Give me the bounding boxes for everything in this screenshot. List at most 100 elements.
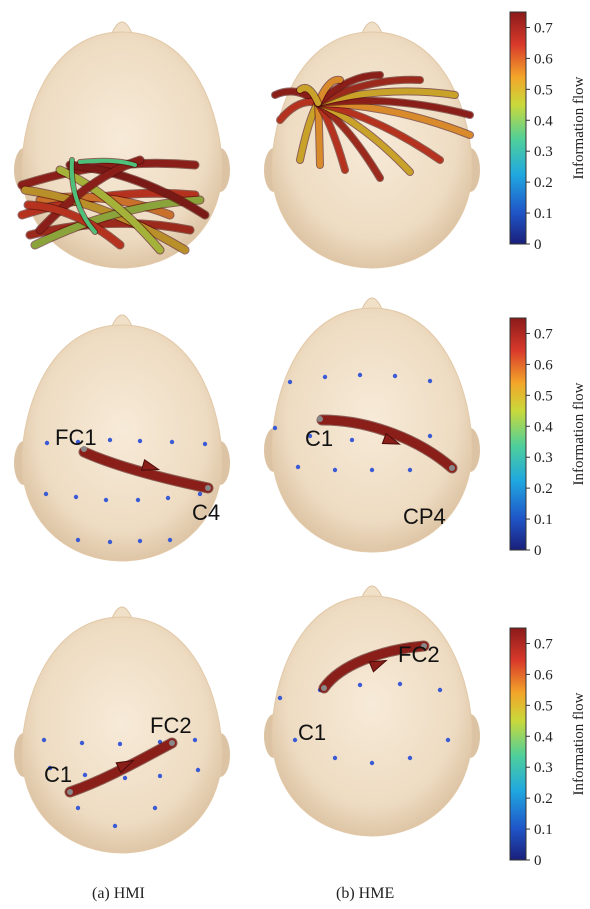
caption-hme: (b) HME bbox=[336, 885, 394, 902]
electrode-label-c1: C1 bbox=[44, 762, 72, 787]
electrode-dot bbox=[167, 537, 173, 543]
electrode-marker bbox=[317, 416, 323, 422]
colorbar-title: Information flow bbox=[571, 76, 587, 179]
colorbar-title: Information flow bbox=[571, 692, 587, 795]
electrode-dot bbox=[79, 740, 85, 746]
flow-arrow bbox=[26, 219, 194, 239]
colorbar-tick-label: 0.2 bbox=[534, 791, 553, 807]
electrode-marker bbox=[81, 446, 87, 452]
head-surface bbox=[21, 616, 223, 854]
colorbar-tick-label: 0.2 bbox=[534, 481, 553, 497]
electrode-dot bbox=[107, 437, 113, 443]
head-panel-a-top bbox=[14, 21, 230, 269]
electrode-label-c1: C1 bbox=[305, 426, 333, 451]
colorbar-gradient bbox=[509, 11, 527, 245]
electrode-dot bbox=[112, 823, 118, 829]
electrode-dot bbox=[117, 741, 123, 747]
colorbar-tick-label: 0.5 bbox=[534, 388, 553, 404]
electrode-label-c1: C1 bbox=[298, 720, 326, 745]
flow-bundle bbox=[17, 155, 210, 255]
electrode-dot bbox=[427, 378, 433, 384]
head-panel-a-bot: C1 FC2 bbox=[14, 606, 230, 854]
electrode-dot bbox=[437, 687, 443, 693]
colorbar-tick-label: 0.1 bbox=[534, 512, 553, 528]
electrode-dot bbox=[41, 737, 47, 743]
electrode-dot bbox=[272, 425, 278, 431]
flow-arrow bbox=[66, 161, 209, 219]
colorbar-tick-label: 0.1 bbox=[534, 206, 553, 222]
electrode-dot bbox=[73, 494, 79, 500]
flow-arrowhead bbox=[140, 459, 161, 471]
electrode-label-fc2: FC2 bbox=[150, 713, 192, 738]
electrode-dot bbox=[75, 805, 81, 811]
colorbar-tick-label: 0.1 bbox=[534, 822, 553, 838]
electrode-label-c4: C4 bbox=[192, 500, 220, 525]
colorbar-tick-label: 0 bbox=[534, 853, 542, 869]
electrode-dot bbox=[169, 439, 175, 445]
electrode-dot bbox=[44, 440, 50, 446]
colorbar-tick-label: 0.5 bbox=[534, 82, 553, 98]
colorbar: 0 0.1 0.2 0.3 0.4 0.5 0.6 0.7 Information flow bbox=[509, 317, 587, 559]
colorbar-tick-label: 0.6 bbox=[534, 667, 553, 683]
electrode-dot bbox=[157, 773, 163, 779]
electrode-grid bbox=[41, 737, 201, 829]
electrode-dot bbox=[192, 737, 198, 743]
colorbar: 0 0.1 0.2 0.3 0.4 0.5 0.6 0.7 Information flow bbox=[509, 627, 587, 869]
electrode-dot bbox=[322, 374, 328, 380]
flow-arrow bbox=[24, 201, 124, 249]
electrode-dot bbox=[75, 439, 81, 445]
electrode-dot bbox=[103, 497, 109, 503]
colorbar-tick-label: 0.4 bbox=[534, 419, 553, 435]
electrode-marker bbox=[321, 685, 327, 691]
electrode-dot bbox=[392, 373, 398, 379]
colorbar-gradient bbox=[509, 627, 527, 861]
colorbar-tick-label: 0 bbox=[534, 237, 542, 253]
electrode-dot bbox=[197, 491, 203, 497]
colorbar-tick-label: 0.6 bbox=[534, 51, 553, 67]
flow-arrow bbox=[297, 85, 321, 106]
electrode-dot bbox=[369, 760, 375, 766]
electrode-marker bbox=[169, 740, 175, 746]
electrode-dot bbox=[307, 433, 313, 439]
electrode-label-fc1: FC1 bbox=[55, 425, 97, 450]
electrode-dot bbox=[75, 537, 81, 543]
electrode-dot bbox=[295, 464, 301, 470]
colorbar-tick-label: 0.5 bbox=[534, 698, 553, 714]
flow-arrowhead bbox=[368, 659, 388, 673]
head-surface bbox=[21, 324, 223, 562]
electrode-marker bbox=[421, 643, 427, 649]
electrode-dot bbox=[427, 433, 433, 439]
head-surface bbox=[271, 595, 473, 837]
electrode-marker bbox=[67, 789, 73, 795]
electrode-dot bbox=[357, 682, 363, 688]
head-surface bbox=[21, 31, 223, 269]
colorbar-tick-label: 0.7 bbox=[534, 326, 553, 342]
electrode-dot bbox=[292, 737, 298, 743]
electrode-dot bbox=[47, 765, 53, 771]
electrode-marker bbox=[449, 465, 455, 471]
electrode-grid bbox=[43, 437, 208, 545]
caption-hmi: (a) HMI bbox=[92, 885, 145, 902]
head-panel-a-mid: FC1 C4 bbox=[14, 314, 230, 562]
electrode-dot bbox=[135, 497, 141, 503]
colorbar-tick-label: 0.6 bbox=[534, 357, 553, 373]
flow-arrow bbox=[78, 158, 137, 167]
colorbar-tick-label: 0.4 bbox=[534, 729, 553, 745]
electrode-dot bbox=[277, 695, 283, 701]
flow-arrow-FC1-C4 bbox=[79, 447, 213, 493]
colorbar-tick-label: 0.4 bbox=[534, 113, 553, 129]
electrode-dot bbox=[165, 495, 171, 501]
flow-arrow-C1-FC2 bbox=[319, 641, 429, 693]
head-panel-b-top bbox=[264, 21, 480, 269]
electrode-dot bbox=[332, 755, 338, 761]
flow-arrow bbox=[21, 186, 189, 254]
flow-arrow-C1-CP4 bbox=[317, 415, 457, 473]
flow-arrow bbox=[69, 158, 97, 234]
flow-arrowhead bbox=[381, 432, 401, 445]
electrode-dot bbox=[195, 767, 201, 773]
colorbar-tick-label: 0.2 bbox=[534, 175, 553, 191]
electrode-dot bbox=[202, 441, 208, 447]
electrode-label-cp4: CP4 bbox=[403, 504, 446, 529]
electrode-dot bbox=[287, 379, 293, 385]
